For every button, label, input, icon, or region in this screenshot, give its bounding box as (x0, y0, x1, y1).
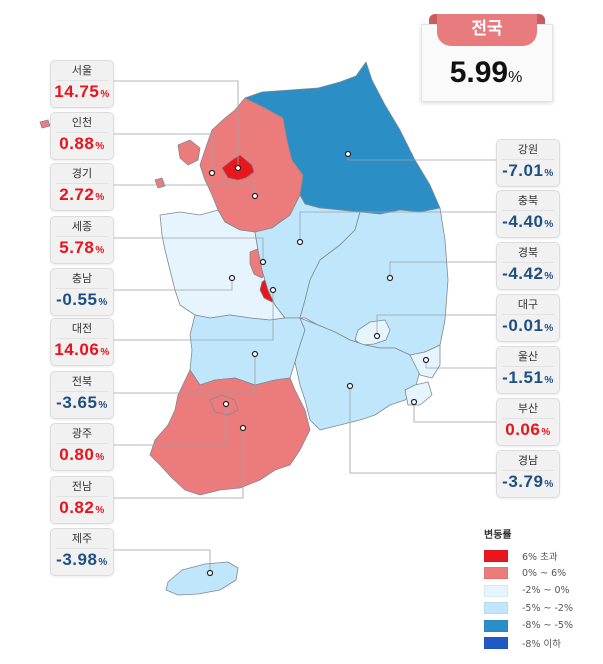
region-name: 부산 (502, 399, 554, 419)
region-card-busan[interactable]: 부산 0.06% (496, 398, 560, 446)
region-name: 서울 (56, 61, 108, 81)
region-card-gyeongnam[interactable]: 경남 -3.79% (496, 450, 560, 498)
region-value: 14.75% (54, 82, 110, 101)
region-name: 세종 (56, 217, 108, 237)
region-name: 경남 (502, 451, 554, 471)
region-card-seoul[interactable]: 서울 14.75% (50, 60, 114, 108)
legend-swatch (484, 584, 508, 597)
region-gyeongnam[interactable] (294, 317, 421, 431)
region-name: 전북 (56, 372, 108, 392)
percent-unit: % (508, 69, 523, 86)
legend-swatch (484, 567, 508, 580)
region-card-daegu[interactable]: 대구 -0.01% (496, 294, 560, 342)
region-value: 0.80% (59, 445, 105, 464)
national-value: 5.99% (449, 56, 523, 89)
legend-item: -5% ~ -2% (484, 600, 584, 618)
region-name: 제주 (56, 529, 108, 549)
region-name: 광주 (56, 424, 108, 444)
region-value: 0.82% (59, 498, 105, 517)
region-card-jeju[interactable]: 제주 -3.98% (50, 528, 114, 576)
region-card-gyeonggi[interactable]: 경기 2.72% (50, 163, 114, 211)
region-card-chungbuk[interactable]: 충북 -4.40% (496, 190, 560, 238)
region-name: 경기 (56, 164, 108, 184)
region-jeju[interactable] (165, 561, 239, 596)
region-card-ulsan[interactable]: 울산 -1.51% (496, 346, 560, 394)
region-value: -1.51% (502, 368, 554, 387)
region-value: -7.01% (502, 161, 554, 180)
region-value: 5.78% (59, 238, 105, 257)
region-name: 전남 (56, 477, 108, 497)
legend-swatch (484, 637, 508, 650)
region-value: 0.06% (505, 420, 551, 439)
region-card-incheon[interactable]: 인천 0.88% (50, 112, 114, 160)
legend-swatch (484, 549, 508, 562)
region-name: 울산 (502, 347, 554, 367)
region-card-gyeongbuk[interactable]: 경북 -4.42% (496, 242, 560, 290)
region-value: -0.01% (502, 316, 554, 335)
region-jeonnam[interactable] (149, 369, 311, 496)
region-markers (206, 150, 430, 577)
region-value: -3.65% (56, 393, 108, 412)
region-busan[interactable] (404, 381, 433, 406)
legend: 변동률 6% 초과 0% ~ 6% -2% ~ 0% -5% ~ -2% -8%… (484, 526, 584, 652)
legend-item: -2% ~ 0% (484, 582, 584, 600)
region-card-gwangju[interactable]: 광주 0.80% (50, 423, 114, 471)
national-label: 전국 (429, 14, 545, 46)
legend-swatch (484, 602, 508, 615)
region-card-jeonnam[interactable]: 전남 0.82% (50, 476, 114, 524)
region-name: 대구 (502, 295, 554, 315)
region-value: 2.72% (59, 185, 105, 204)
region-card-chungnam[interactable]: 충남 -0.55% (50, 268, 114, 316)
leader-lines (113, 80, 497, 573)
region-name: 인천 (56, 113, 108, 133)
legend-item: 0% ~ 6% (484, 565, 584, 583)
legend-item: -8% ~ -5% (484, 617, 584, 635)
region-value: 14.06% (54, 340, 110, 359)
region-name: 경북 (502, 243, 554, 263)
legend-item: -8% 이하 (484, 635, 584, 653)
region-name: 충남 (56, 269, 108, 289)
region-name: 충북 (502, 191, 554, 211)
region-value: -4.40% (502, 212, 554, 231)
region-card-jeonbuk[interactable]: 전북 -3.65% (50, 371, 114, 419)
region-value: -4.42% (502, 264, 554, 283)
region-name: 강원 (502, 140, 554, 160)
legend-title: 변동률 (484, 530, 512, 541)
region-value: -3.98% (56, 550, 108, 569)
region-value: -3.79% (502, 472, 554, 491)
region-card-sejong[interactable]: 세종 5.78% (50, 216, 114, 264)
region-value: 0.88% (59, 134, 105, 153)
region-value: -0.55% (56, 290, 108, 309)
region-card-daejeon[interactable]: 대전 14.06% (50, 318, 114, 366)
region-daegu[interactable] (354, 319, 391, 346)
legend-swatch (484, 619, 508, 632)
region-card-gangwon[interactable]: 강원 -7.01% (496, 139, 560, 187)
legend-item: 6% 초과 (484, 547, 584, 565)
region-name: 대전 (56, 319, 108, 339)
region-jeonbuk[interactable] (189, 314, 306, 386)
